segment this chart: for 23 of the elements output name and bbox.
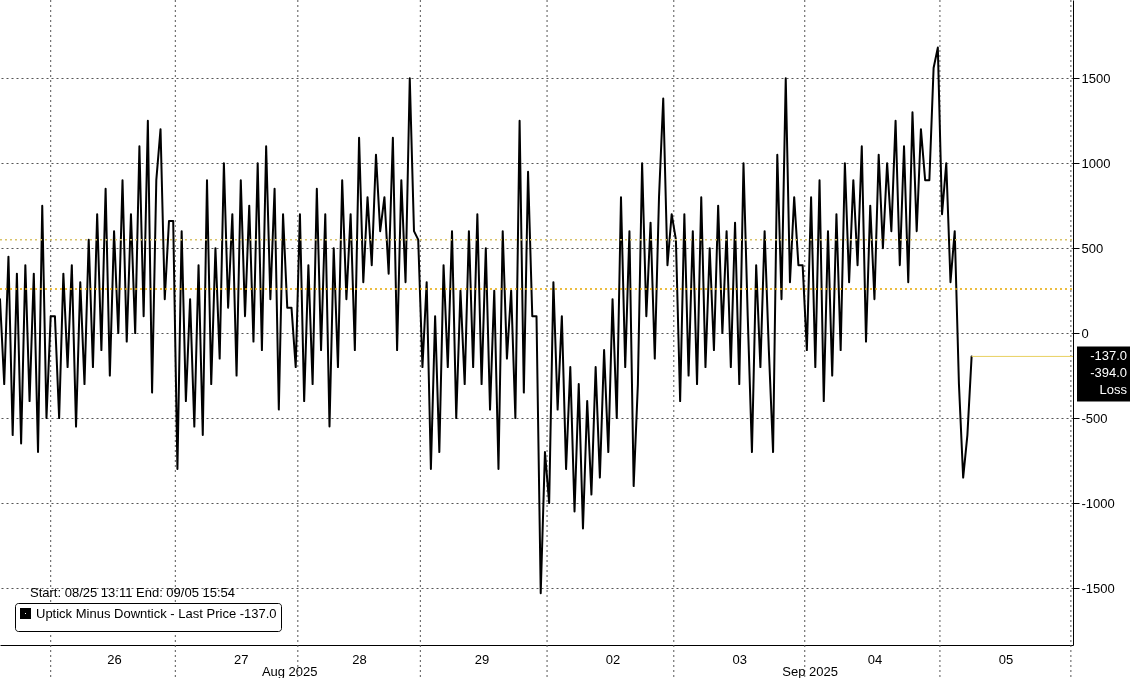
x-tick-label: 03 (732, 651, 748, 667)
y-tick-label: 0 (1081, 325, 1089, 341)
text: Loss (1099, 382, 1128, 398)
x-tick-label: 28 (352, 651, 367, 667)
y-tick-label: 1000 (1081, 155, 1111, 171)
x-tick-label: 29 (474, 651, 490, 667)
y-tick-label: 500 (1081, 240, 1104, 256)
x-tick-label: 02 (605, 651, 621, 667)
x-tick-label: 27 (234, 651, 249, 667)
y-tick-label: -500 (1081, 410, 1108, 426)
legend-label: Uptick Minus Downtick - Last Price -137.0 (36, 605, 277, 621)
text: Sep 2025 (782, 664, 838, 678)
x-tick-label: 05 (998, 651, 1014, 667)
y-tick-label: -1000 (1081, 495, 1115, 511)
y-tick-label: 1500 (1081, 70, 1111, 86)
text: Aug 2025 (261, 664, 318, 678)
y-tick-label: -1500 (1081, 580, 1115, 596)
text: -394.0 (1090, 365, 1127, 381)
x-tick-label: 04 (867, 651, 883, 667)
annotation: Start: 08/25 13:11 End: 09/05 15:54 (30, 585, 236, 600)
ref-line-label: -137.0 (1090, 348, 1127, 364)
line-series (0, 46, 973, 595)
x-tick-label: 26 (107, 651, 122, 667)
